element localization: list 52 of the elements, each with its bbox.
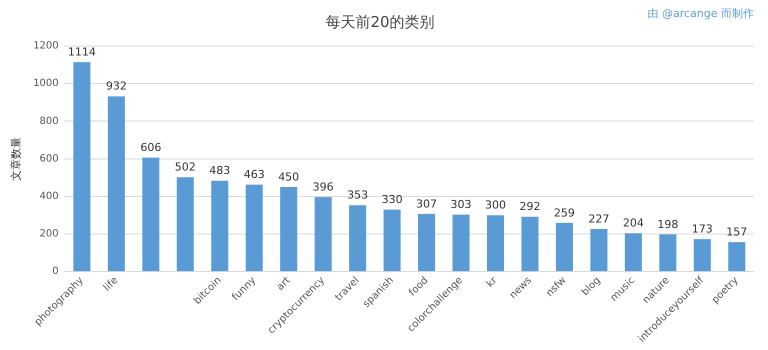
- y-tick-label: 1200: [33, 40, 59, 52]
- y-tick-label: 1000: [33, 78, 59, 90]
- data-label: 300: [484, 198, 506, 212]
- bar: [590, 228, 608, 272]
- bar: [314, 197, 332, 272]
- bar: [384, 210, 401, 272]
- y-tick-label: 0: [52, 266, 59, 278]
- data-label: 932: [106, 80, 127, 93]
- y-tick-label: 800: [40, 116, 59, 127]
- bar: [486, 215, 504, 272]
- bar: [73, 62, 90, 272]
- bar: [624, 233, 642, 272]
- y-tick-label: 200: [40, 228, 59, 240]
- data-label: 450: [278, 170, 300, 184]
- text: 由 @arcange 而制作: [647, 6, 754, 21]
- data-label: 1114: [68, 46, 96, 59]
- bar: [659, 234, 676, 272]
- bar: [142, 158, 160, 272]
- bar: [556, 222, 573, 272]
- bar: [349, 205, 366, 272]
- data-label: 606: [140, 141, 162, 154]
- data-label: 157: [726, 225, 748, 238]
- data-label: 227: [588, 212, 610, 226]
- data-label: 292: [519, 200, 540, 214]
- data-label: 502: [174, 160, 196, 174]
- data-label: 307: [416, 197, 438, 210]
- y-axis-title: 文章数量: [9, 136, 22, 181]
- data-label: 173: [692, 222, 713, 236]
- data-label: 198: [657, 218, 678, 231]
- x-tick-label: life: [102, 275, 120, 294]
- bar: [176, 177, 194, 272]
- data-label: 303: [450, 198, 472, 212]
- data-label: 353: [347, 188, 368, 202]
- bar: [728, 242, 746, 272]
- bar: [280, 187, 298, 272]
- y-tick-label: 400: [40, 191, 59, 202]
- data-label: 483: [209, 164, 230, 178]
- data-label: 259: [554, 206, 575, 220]
- bar: [418, 214, 436, 272]
- bar: [521, 216, 538, 272]
- data-label: 330: [382, 192, 403, 206]
- data-label: 204: [622, 216, 644, 230]
- bar: [694, 239, 711, 272]
- data-label: 396: [312, 180, 334, 194]
- x-tick-label: kr: [484, 274, 500, 290]
- data-label: 463: [244, 168, 265, 181]
- chart-title: 每天前20的类别: [325, 12, 435, 31]
- bar: [108, 96, 125, 272]
- bar: [211, 180, 228, 272]
- y-tick-label: 600: [40, 153, 59, 164]
- bar: [452, 214, 470, 272]
- bar: [246, 184, 263, 272]
